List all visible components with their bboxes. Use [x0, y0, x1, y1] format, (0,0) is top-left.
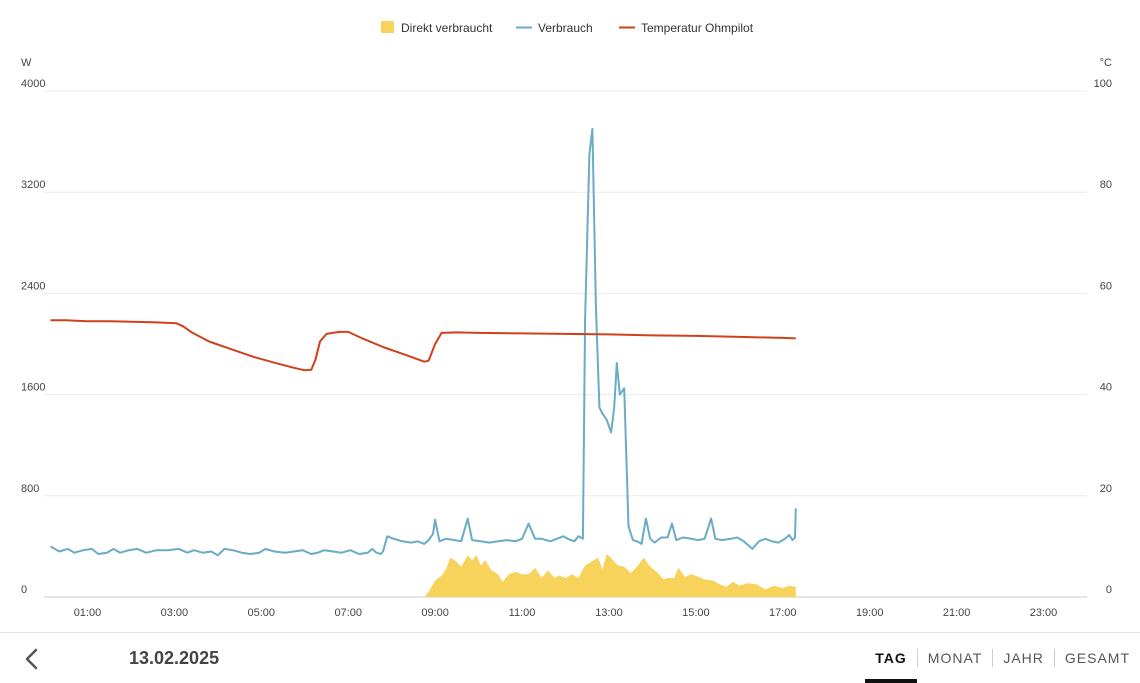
- y-right-tick-label: 0: [1106, 584, 1112, 596]
- x-tick-label: 13:00: [595, 607, 623, 619]
- tab-divider: [916, 649, 918, 667]
- series-area-direkt-verbraucht: [424, 554, 796, 597]
- y-right-tick-label: 20: [1100, 483, 1112, 495]
- series-line-verbrauch: [49, 127, 797, 557]
- date-label: 13.02.2025: [129, 648, 220, 668]
- y-right-tick-label: 60: [1100, 280, 1112, 292]
- x-tick-label: 05:00: [248, 607, 276, 619]
- legend-label: Verbrauch: [538, 21, 593, 35]
- y-right-unit: °C: [1100, 57, 1112, 69]
- x-tick-label: 19:00: [856, 607, 884, 619]
- y-left-tick-label: 3200: [21, 179, 45, 191]
- legend-swatch: [381, 21, 394, 33]
- tab-gesamt[interactable]: GESAMT: [1064, 650, 1130, 666]
- x-tick-label: 23:00: [1030, 607, 1058, 619]
- x-tick-label: 01:00: [74, 607, 102, 619]
- tab-monat[interactable]: MONAT: [927, 650, 983, 666]
- tab-jahr[interactable]: JAHR: [1003, 650, 1044, 666]
- x-tick-label: 11:00: [509, 607, 536, 619]
- energy-chart: 0 0 800 20 1600 40 2400 60 3200 80 4000 100 W °C 01:00…: [21, 21, 1112, 619]
- x-tick-label: 21:00: [943, 607, 971, 619]
- x-tick-label: 17:00: [769, 607, 797, 619]
- chevron-left-icon: [25, 648, 38, 670]
- x-tick-label: 07:00: [334, 607, 362, 619]
- y-left-tick-label: 800: [21, 483, 39, 495]
- footer-bar: 13.02.2025 TAG MONAT JAHR GESAMT: [0, 632, 1140, 683]
- tab-divider: [992, 649, 994, 667]
- y-right-tick-label: 80: [1100, 179, 1112, 191]
- y-left-tick-label: 1600: [21, 382, 45, 394]
- y-left-tick-label: 4000: [21, 78, 45, 90]
- y-left-tick-label: 2400: [21, 280, 45, 292]
- legend-label: Temperatur Ohmpilot: [641, 21, 754, 35]
- y-left-tick-label: 0: [21, 584, 27, 596]
- x-tick-label: 03:00: [161, 607, 189, 619]
- back-button[interactable]: [18, 645, 46, 673]
- tab-tag[interactable]: TAG: [865, 633, 917, 683]
- legend-label: Direkt verbraucht: [401, 21, 493, 35]
- series-line-temperatur-ohmpilot: [50, 319, 796, 372]
- period-tabs: TAG MONAT JAHR GESAMT: [865, 633, 1140, 683]
- tab-divider: [1053, 649, 1055, 667]
- y-right-tick-label: 100: [1094, 78, 1112, 90]
- y-left-unit: W: [21, 57, 32, 69]
- x-tick-label: 15:00: [682, 607, 710, 619]
- y-right-tick-label: 40: [1100, 382, 1112, 394]
- x-tick-label: 09:00: [421, 607, 449, 619]
